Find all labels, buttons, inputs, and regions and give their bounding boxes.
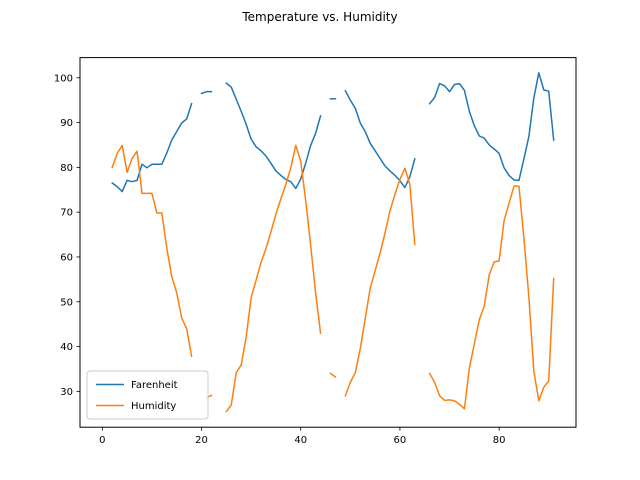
series-line-humidity-segment-5 [344,167,416,397]
y-tick-label: 40 [60,342,73,353]
legend-box [86,370,209,420]
series-line-humidity-segment-1 [111,144,193,358]
series-layer [111,72,555,413]
y-axis: 30 40 50 60 70 80 90 100 [54,73,80,398]
series-line-farenheit-segment-2 [200,90,213,95]
y-tick-label: 80 [60,163,73,174]
series-line-humidity-segment-3 [225,144,322,413]
y-tick-label: 60 [60,252,73,263]
y-tick-label: 30 [60,387,73,398]
legend: Farenheit Humidity [86,370,209,420]
y-tick-label: 90 [60,118,73,129]
x-tick-label: 40 [294,435,307,446]
y-tick-label: 100 [54,73,73,84]
x-tick-label: 20 [195,435,208,446]
axes-frame [79,57,577,428]
y-tick-label: 50 [60,297,73,308]
x-tick-label: 80 [493,435,506,446]
series-line-humidity-segment-4 [329,372,337,379]
plot-area [79,57,577,428]
x-axis: 0 20 40 60 80 [99,427,505,446]
series-line-farenheit-segment-6 [428,72,555,182]
series-line-humidity-segment-6 [428,185,555,410]
y-tick-label: 70 [60,208,73,219]
x-tick-label: 60 [394,435,407,446]
legend-label-humidity: Humidity [131,401,176,412]
series-line-farenheit-segment-3 [225,82,322,190]
x-tick-label: 0 [99,435,105,446]
series-line-farenheit-segment-5 [344,89,416,189]
series-line-farenheit-segment-1 [111,102,193,193]
legend-label-farenheit: Farenheit [131,380,178,391]
chart-title: Temperature vs. Humidity [241,10,397,24]
